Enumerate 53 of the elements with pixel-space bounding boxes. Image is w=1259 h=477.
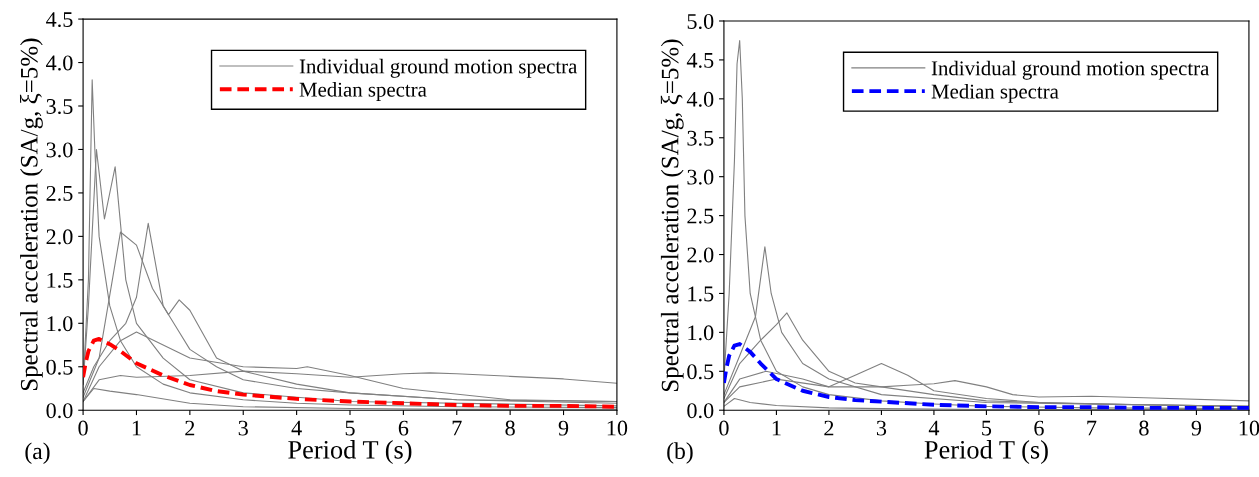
x-tick-label: 2 <box>824 420 834 436</box>
x-tick-label: 8 <box>505 420 515 436</box>
x-tick-label: 7 <box>1087 420 1097 436</box>
x-tick-label: 6 <box>1034 420 1044 436</box>
y-tick-label: 1.0 <box>688 325 714 341</box>
x-tick-label: 4 <box>928 420 940 436</box>
y-tick-label: 0.5 <box>687 364 714 380</box>
text: (a) <box>25 442 50 464</box>
x-tick-label: 1 <box>772 420 781 436</box>
text: (b) <box>667 442 693 464</box>
x-tick-label: 7 <box>452 420 462 436</box>
y-tick-label: 3.0 <box>46 142 73 158</box>
x-axis-title: Period T (s) <box>288 440 412 465</box>
y-tick-label: 0.5 <box>46 359 73 375</box>
x-tick-label: 6 <box>398 420 409 436</box>
y-tick-label: 1.0 <box>47 316 73 332</box>
x-tick-label: 2 <box>185 420 195 436</box>
legend-label: Individual ground motion spectra <box>931 60 1210 80</box>
x-tick-label: 0 <box>719 420 729 436</box>
y-tick-label: 3.5 <box>687 130 714 146</box>
y-tick-label: 2.5 <box>687 208 714 224</box>
x-axis-title: Period T (s) <box>924 440 1048 465</box>
x-tick-label: 4 <box>291 420 302 436</box>
x-tick-label: 10 <box>1239 420 1259 436</box>
x-tick-label: 10 <box>607 420 628 436</box>
y-tick-label: 3.0 <box>687 169 714 185</box>
x-tick-label: 5 <box>982 420 992 436</box>
y-tick-label: 2.5 <box>46 185 73 201</box>
x-tick-label: 1 <box>132 420 141 436</box>
x-tick-label: 9 <box>558 420 569 436</box>
y-tick-label: 2.0 <box>46 229 73 245</box>
x-tick-label: 8 <box>1139 420 1149 436</box>
x-tick-label: 3 <box>876 420 887 436</box>
y-tick-label: 4.0 <box>686 91 714 107</box>
y-tick-label: 4.5 <box>46 12 73 28</box>
y-tick-label: 0.0 <box>46 403 73 419</box>
y-tick-label: 0.0 <box>687 403 714 419</box>
y-tick-label: 1.5 <box>47 272 73 288</box>
x-tick-label: 0 <box>78 420 88 436</box>
y-tick-label: 1.5 <box>688 286 714 302</box>
x-tick-label: 9 <box>1191 420 1202 436</box>
y-tick-label: 4.5 <box>686 52 714 68</box>
x-tick-label: 3 <box>238 420 248 436</box>
legend-label: Median spectra <box>299 82 427 101</box>
y-axis-title: Spectral acceleration (SA/g, ξ=5%) <box>660 39 684 392</box>
legend-label: Individual ground motion spectra <box>299 58 578 78</box>
x-tick-label: 5 <box>345 420 355 436</box>
y-tick-label: 4.0 <box>46 55 73 71</box>
y-tick-label: 5.0 <box>687 13 714 30</box>
y-tick-label: 3.5 <box>46 98 73 115</box>
y-tick-label: 2.0 <box>687 247 714 263</box>
legend-label: Median spectra <box>931 83 1059 103</box>
y-axis-title: Spectral acceleration (SA/g, ξ=5%) <box>19 38 43 391</box>
